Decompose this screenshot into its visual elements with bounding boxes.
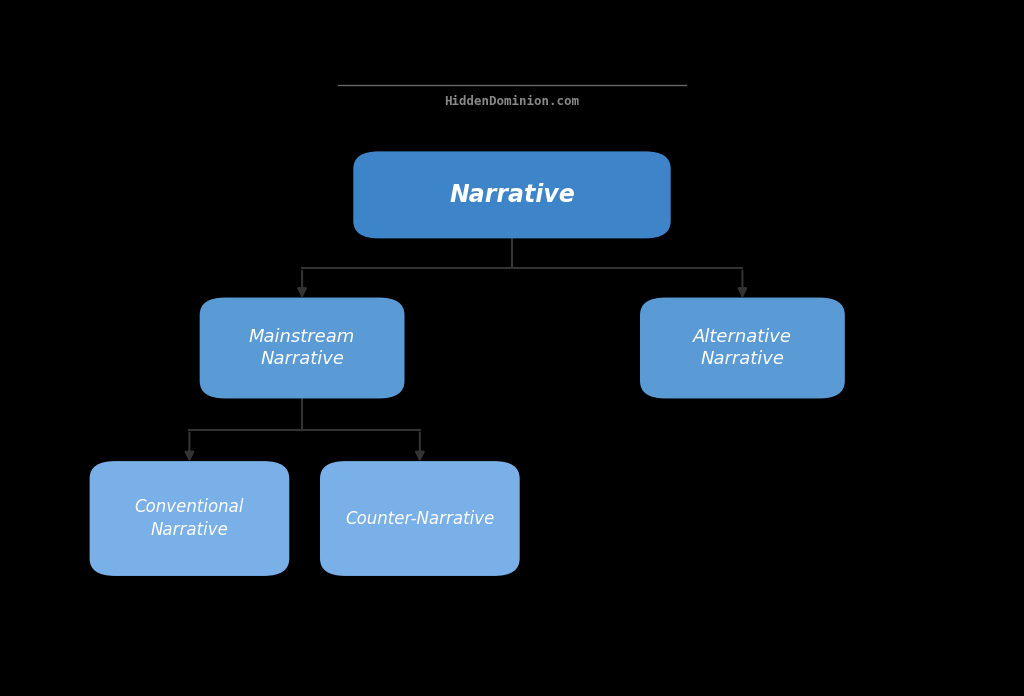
Text: Conventional
Narrative: Conventional Narrative xyxy=(135,498,244,539)
Text: Alternative
Narrative: Alternative Narrative xyxy=(693,328,792,368)
FancyBboxPatch shape xyxy=(353,152,671,238)
FancyBboxPatch shape xyxy=(90,461,289,576)
FancyBboxPatch shape xyxy=(200,298,404,398)
FancyBboxPatch shape xyxy=(640,298,845,398)
Text: Counter-Narrative: Counter-Narrative xyxy=(345,509,495,528)
Text: HiddenDominion.com: HiddenDominion.com xyxy=(444,95,580,109)
Text: Mainstream
Narrative: Mainstream Narrative xyxy=(249,328,355,368)
FancyBboxPatch shape xyxy=(319,461,520,576)
Text: Narrative: Narrative xyxy=(450,183,574,207)
